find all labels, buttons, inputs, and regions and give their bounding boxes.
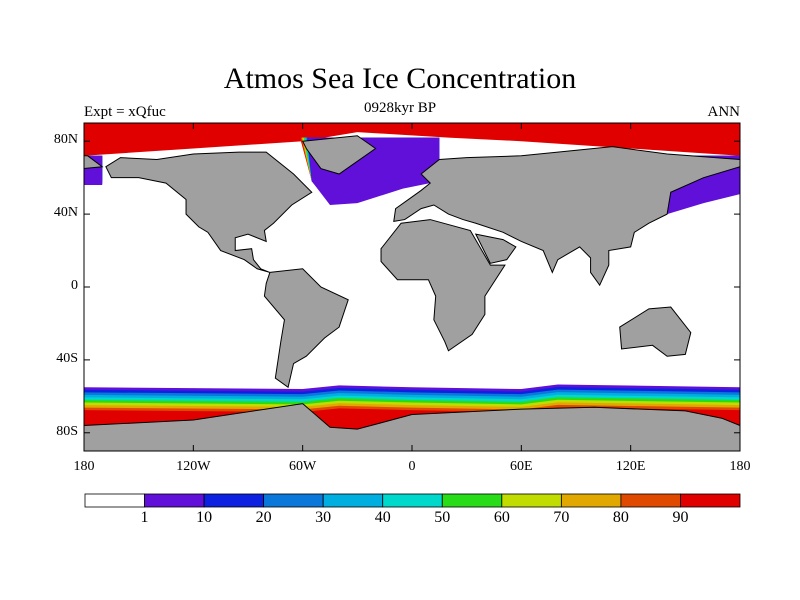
arabia-land	[474, 233, 517, 264]
y-tick-label: 40S	[56, 350, 78, 366]
x-tick-label: 120E	[615, 459, 646, 474]
colorbar-label: 60	[493, 509, 510, 526]
colorbar-box	[501, 493, 562, 508]
colorbar-label: 20	[255, 509, 272, 526]
colorbar-label: 90	[672, 509, 689, 526]
plot-subtitle: 0928kyr BP	[363, 100, 437, 116]
y-tick-label: 80N	[53, 132, 78, 148]
y-tick-label: 40N	[53, 205, 78, 221]
x-tick-label: 60W	[289, 459, 317, 474]
colorbar-label: 40	[374, 509, 391, 526]
colorbar-box	[84, 493, 145, 508]
colorbar-box	[680, 493, 741, 508]
colorbar-box	[322, 493, 384, 508]
colorbar-label: 50	[434, 509, 451, 526]
colorbar-box	[560, 493, 622, 508]
eurasia-land	[393, 146, 741, 287]
colorbar-label: 70	[553, 509, 570, 526]
x-tick-label: 180	[73, 459, 95, 474]
south-america-land	[263, 268, 349, 389]
colorbar-box	[382, 493, 443, 508]
colorbar-label: 30	[315, 509, 332, 526]
arctic-ice	[84, 123, 740, 156]
x-tick-label: 120W	[176, 459, 211, 474]
north-america-land	[105, 151, 313, 273]
plot-title: Atmos Sea Ice Concentration	[223, 62, 577, 95]
colorbar-box	[203, 493, 265, 508]
australia-land	[619, 306, 692, 357]
y-tick-label: 0	[71, 278, 78, 293]
colorbar-label: 1	[140, 509, 149, 526]
greenland-land	[301, 135, 377, 175]
colorbar-label: 80	[612, 509, 629, 526]
colorbar-box	[620, 493, 681, 508]
colorbar-box	[263, 493, 324, 508]
season-label: ANN	[707, 104, 741, 120]
colorbar-box	[441, 493, 503, 508]
experiment-label: Expt = xQfuc	[84, 104, 166, 120]
colorbar-label: 10	[196, 509, 213, 526]
y-tick-label: 80S	[56, 423, 78, 439]
x-tick-label: 180	[729, 459, 751, 474]
x-tick-label: 0	[408, 459, 416, 474]
colorbar-box	[144, 493, 205, 508]
x-tick-label: 60E	[510, 459, 533, 474]
africa-land	[380, 219, 506, 352]
